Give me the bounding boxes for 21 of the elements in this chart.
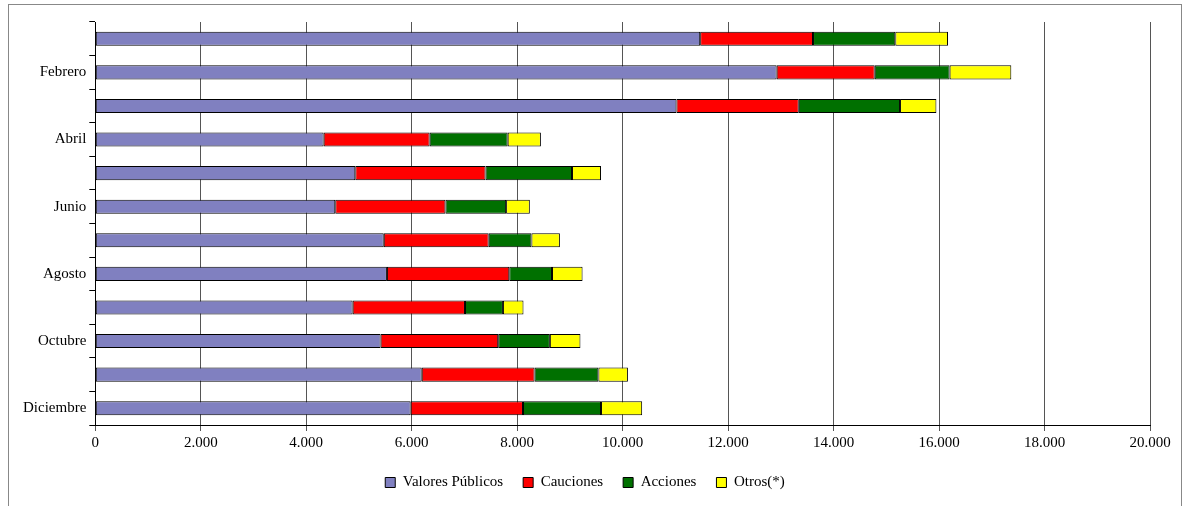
legend-label: Otros(*) [733, 473, 785, 491]
y-tick-label: Junio [53, 197, 87, 214]
x-tick-label: 16.000 [918, 433, 960, 450]
x-tick-label: 20.000 [1129, 433, 1171, 450]
legend-label: Cauciones [540, 473, 604, 490]
x-tick-label: 10.000 [602, 433, 644, 450]
x-tick-label: 4.000 [289, 433, 324, 450]
y-tick-label: Diciembre [22, 399, 87, 416]
legend-label: Acciones [640, 473, 697, 490]
x-tick-label: 0 [91, 433, 100, 450]
legend-label: Valores Públicos [402, 473, 504, 490]
x-tick-label: 2.000 [183, 433, 218, 450]
y-tick-label: Octubre [37, 331, 87, 348]
y-tick-label: Agosto [42, 264, 87, 281]
x-tick-label: 18.000 [1023, 433, 1066, 450]
y-tick-label: Febrero [39, 63, 87, 80]
x-tick-label: 12.000 [707, 433, 749, 450]
x-tick-label: 8.000 [500, 433, 535, 450]
x-tick-label: 14.000 [812, 433, 855, 450]
y-tick-label: Abril [54, 130, 87, 147]
x-tick-label: 6.000 [394, 433, 429, 450]
